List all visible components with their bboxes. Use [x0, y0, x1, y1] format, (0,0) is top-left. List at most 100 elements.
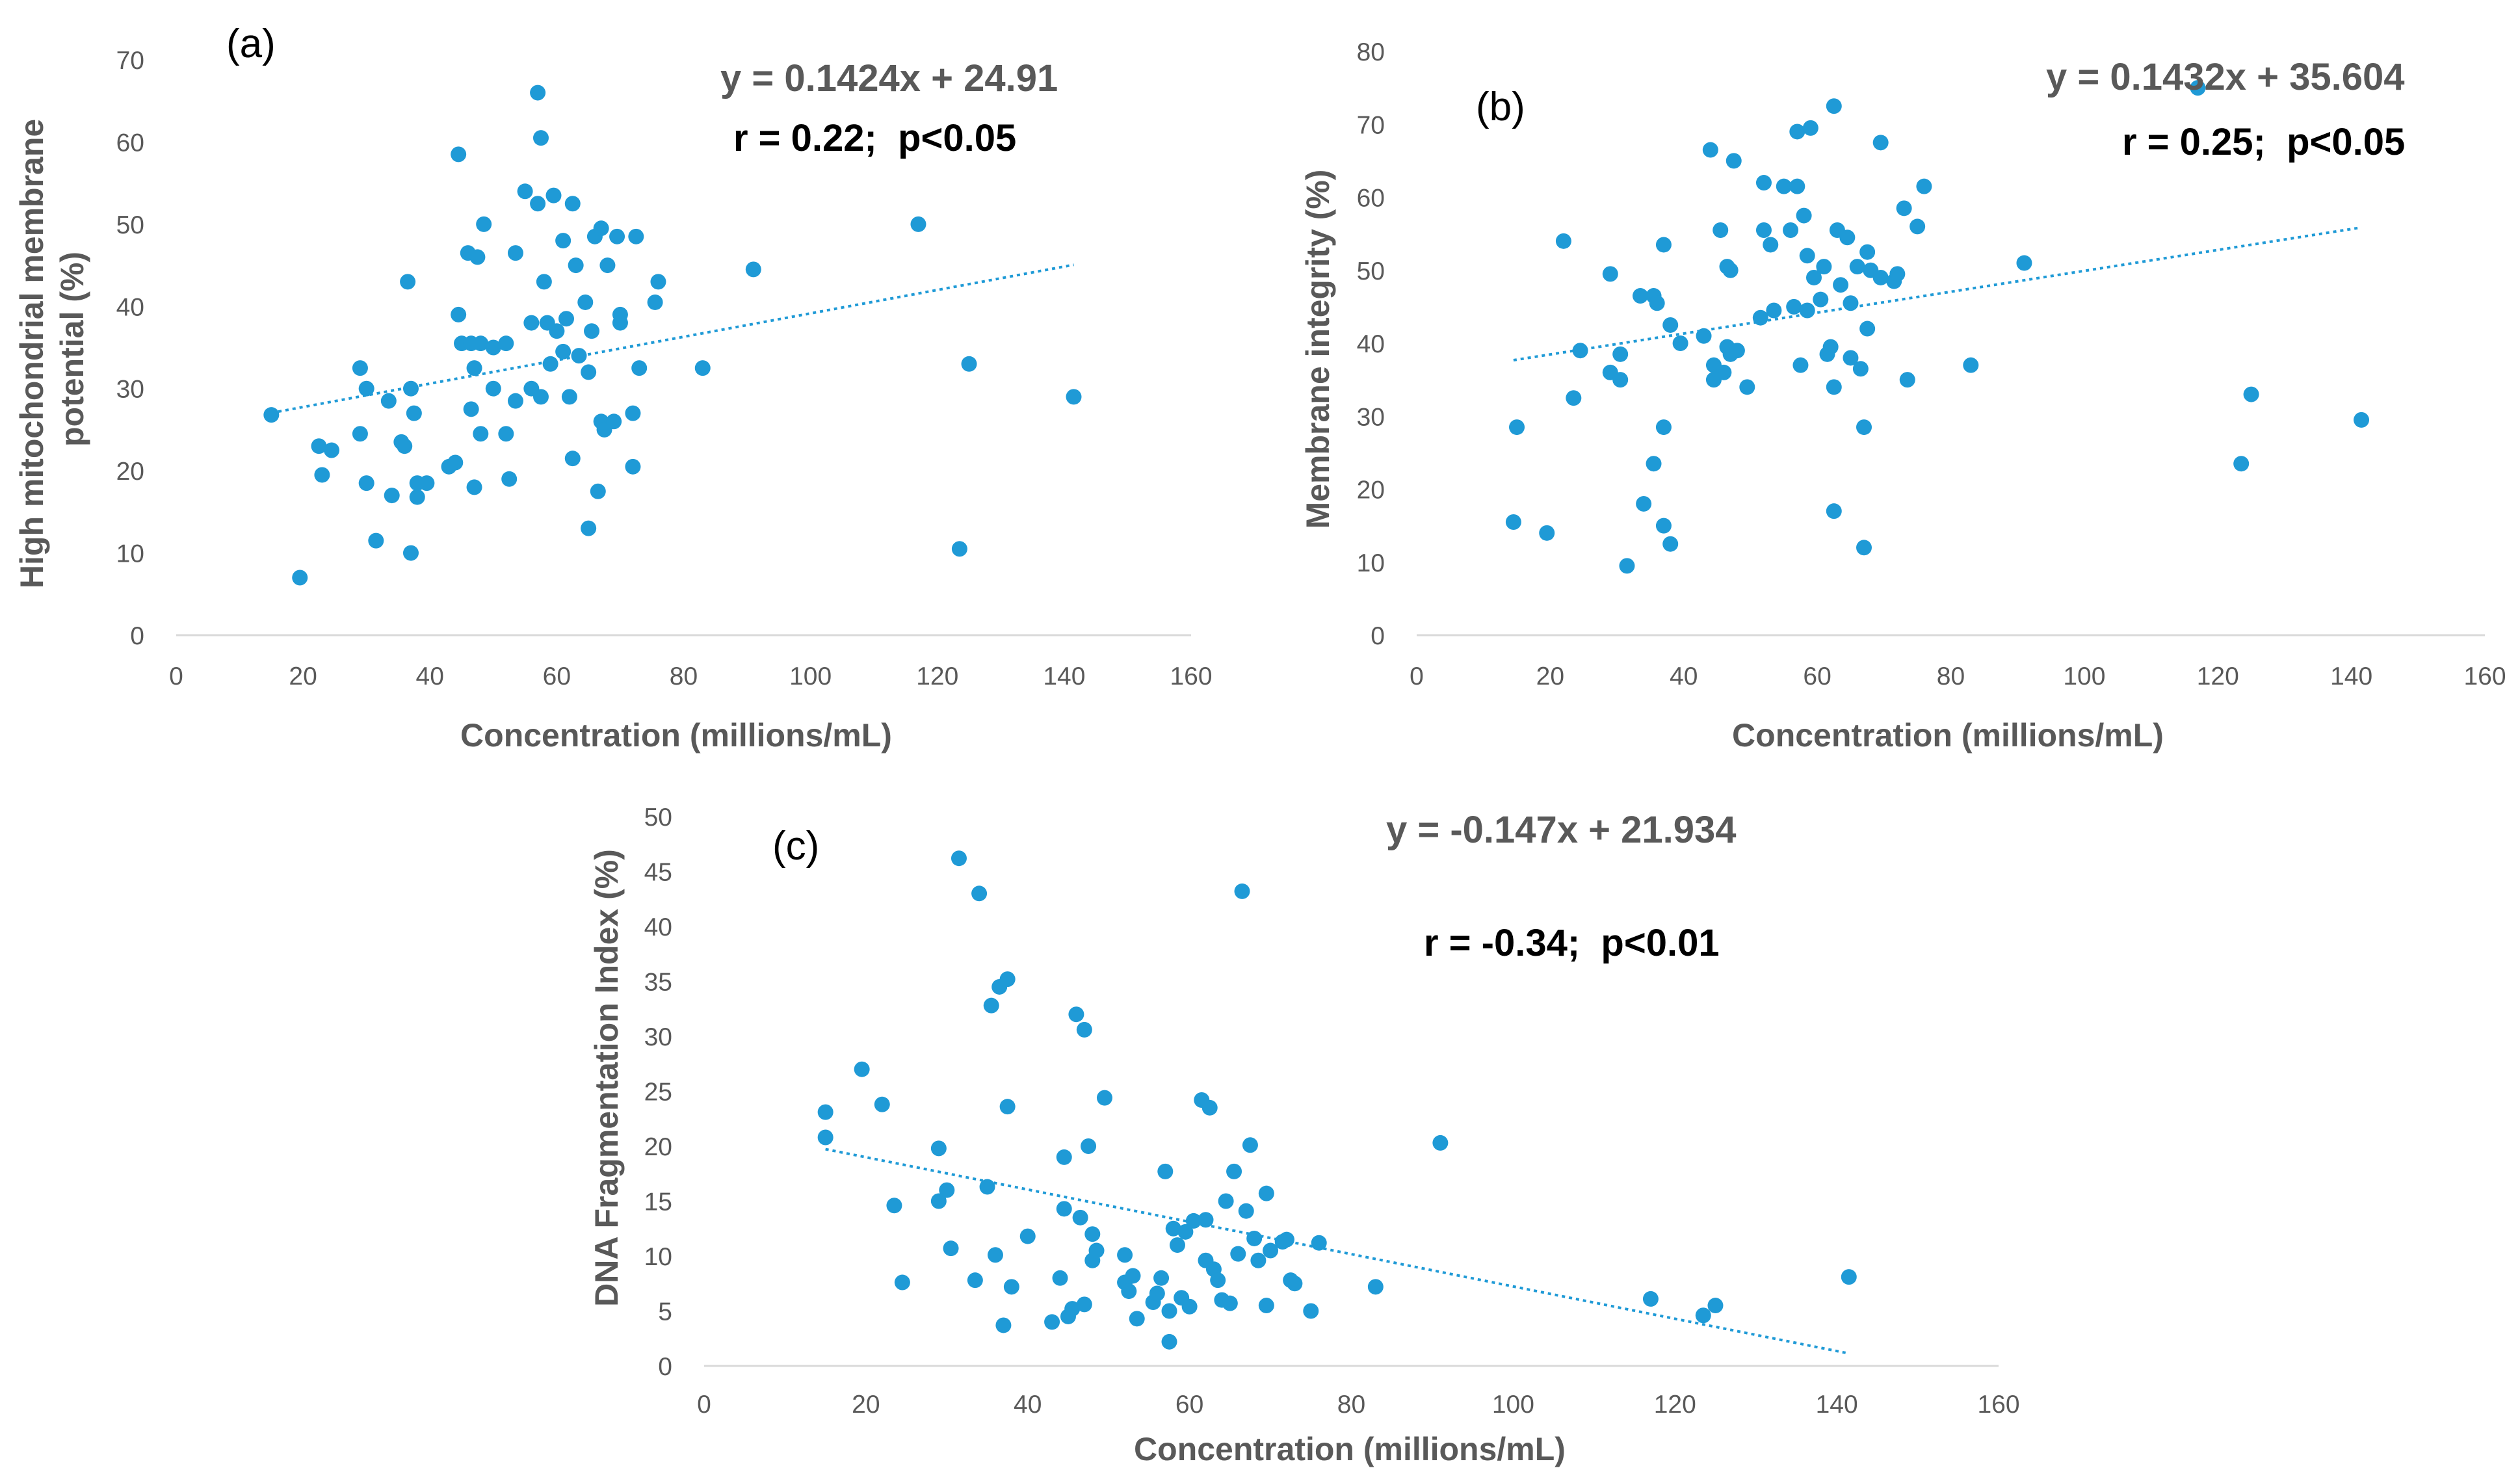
data-point	[447, 454, 464, 471]
x-tick-label: 100	[789, 662, 832, 690]
data-point	[1226, 1163, 1242, 1179]
scatter-panel-b: 0 20 40 60 80 100 120 140 160 01020304050607080 …	[1300, 38, 2506, 754]
data-point	[1210, 1272, 1226, 1289]
data-point	[1234, 883, 1250, 899]
data-point	[466, 479, 482, 495]
data-point	[983, 997, 999, 1014]
data-point	[1856, 419, 1872, 436]
data-point	[2190, 80, 2206, 96]
data-point	[628, 228, 644, 244]
x-tick-label: 100	[2063, 662, 2105, 690]
x-tick-labels: 0 20 40 60 80 100 120 140 160	[169, 662, 1212, 690]
y-tick-labels: 0 10 20 30 40 50 60 70 80	[1357, 38, 1385, 650]
data-point	[967, 1272, 983, 1289]
data-point	[1729, 343, 1745, 359]
data-point	[987, 1247, 1003, 1263]
correlation-stats: r = -0.34; p<0.01	[1424, 922, 1720, 964]
y-tick-label: 0	[130, 622, 144, 650]
data-point	[609, 228, 625, 244]
data-point	[1826, 503, 1842, 519]
y-tick-label: 15	[644, 1188, 672, 1216]
data-point	[1157, 1163, 1174, 1179]
data-point	[1822, 339, 1839, 355]
data-point	[584, 323, 600, 339]
data-point	[625, 458, 641, 475]
y-tick-label: 70	[1357, 111, 1385, 139]
data-point	[886, 1198, 902, 1214]
data-point	[358, 475, 374, 491]
trendline	[1513, 226, 2362, 362]
data-point	[2016, 255, 2032, 271]
data-point	[1802, 120, 1818, 136]
trendline	[270, 263, 1074, 415]
x-tick-label: 0	[697, 1391, 711, 1419]
x-tick-label: 40	[1670, 662, 1698, 690]
y-axis-label: Membrane integrity (%)	[1300, 170, 1336, 529]
data-point	[1633, 288, 1649, 304]
y-tick-label: 5	[658, 1298, 672, 1326]
data-point	[507, 245, 523, 261]
data-point	[2243, 386, 2259, 402]
data-point	[1872, 269, 1889, 285]
panel-label-c: (c)	[772, 824, 819, 869]
data-points	[263, 85, 1082, 586]
data-points	[1505, 80, 2370, 574]
data-point	[1813, 291, 1829, 308]
x-axis-label: Concentration (millions/mL)	[1134, 1431, 1566, 1467]
data-point	[1722, 262, 1739, 278]
data-point	[606, 413, 622, 430]
data-point	[1117, 1247, 1133, 1263]
data-point	[561, 389, 577, 405]
panel-label-b: (b)	[1476, 85, 1525, 129]
y-tick-label: 30	[116, 376, 144, 404]
data-point	[498, 335, 514, 352]
data-point	[1076, 1021, 1092, 1038]
x-axis-label: Concentration (millions/mL)	[460, 717, 892, 754]
data-point	[532, 389, 549, 405]
x-tick-label: 160	[1170, 662, 1212, 690]
data-point	[1072, 1209, 1088, 1225]
x-tick-label: 80	[1937, 662, 1965, 690]
data-point	[1786, 298, 1802, 315]
x-tick-label: 20	[1536, 662, 1564, 690]
data-point	[1019, 1228, 1036, 1244]
data-point	[995, 1317, 1012, 1333]
data-point	[1859, 244, 1876, 260]
x-tick-label: 120	[916, 662, 958, 690]
x-tick-label: 40	[416, 662, 444, 690]
data-point	[951, 850, 967, 867]
data-point	[1153, 1270, 1170, 1286]
data-point	[1739, 379, 1755, 395]
data-point	[545, 187, 562, 203]
data-point	[1852, 361, 1869, 377]
data-point	[1789, 124, 1805, 140]
regression-equation: y = 0.1432x + 35.604	[2046, 56, 2405, 98]
y-tick-label: 20	[1357, 477, 1385, 505]
data-point	[564, 196, 581, 212]
data-point	[1181, 1298, 1198, 1315]
data-point	[1702, 142, 1718, 158]
data-point	[1198, 1212, 1214, 1228]
data-point	[1258, 1298, 1274, 1314]
y-tick-label: 60	[1357, 185, 1385, 213]
data-point	[558, 311, 575, 327]
x-tick-labels: 0 20 40 60 80 100 120 140 160	[1410, 662, 2506, 690]
x-tick-label: 100	[1492, 1391, 1534, 1419]
data-point	[352, 426, 368, 442]
y-tick-label: 50	[1357, 257, 1385, 285]
y-tick-label: 10	[116, 540, 144, 568]
data-point	[1872, 135, 1889, 151]
data-point	[1612, 372, 1629, 388]
x-tick-label: 40	[1014, 1391, 1042, 1419]
data-point	[1916, 178, 1932, 194]
data-point	[1789, 178, 1805, 194]
data-point	[2233, 456, 2250, 472]
y-tick-label: 20	[116, 458, 144, 486]
data-point	[530, 196, 546, 212]
data-point	[409, 489, 425, 505]
data-point	[532, 130, 549, 146]
data-point	[523, 315, 540, 331]
data-point	[1161, 1333, 1177, 1350]
data-point	[1165, 1220, 1181, 1237]
